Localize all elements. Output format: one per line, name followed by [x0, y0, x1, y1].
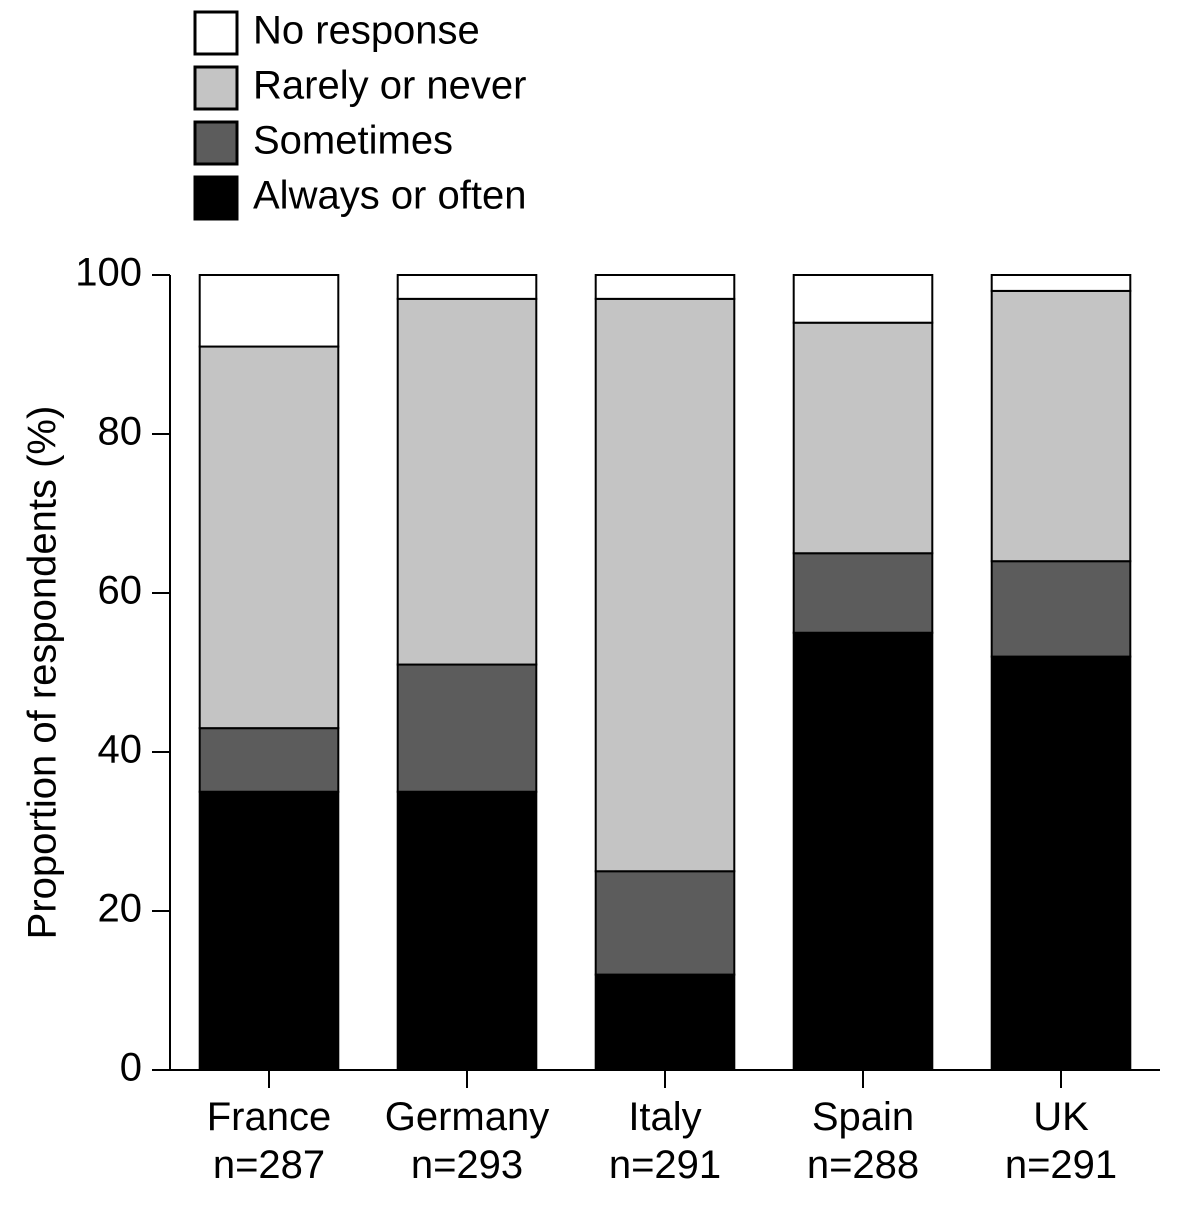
y-tick-label: 60 — [98, 569, 143, 613]
bar-segment-always_or_often — [596, 975, 735, 1070]
category-n-label: n=288 — [807, 1143, 919, 1187]
category-n-label: n=293 — [411, 1143, 523, 1187]
bar-segment-always_or_often — [398, 792, 537, 1070]
bar-segment-no_response — [794, 275, 933, 323]
legend-swatch-sometimes — [195, 122, 237, 164]
legend-label-rarely_or_never: Rarely or never — [253, 64, 526, 108]
y-tick-label: 80 — [98, 410, 143, 454]
y-tick-label: 40 — [98, 728, 143, 772]
bar-segment-sometimes — [398, 665, 537, 792]
category-label: France — [207, 1095, 332, 1139]
category-label: Italy — [628, 1095, 701, 1139]
bar-segment-no_response — [398, 275, 537, 299]
legend-label-no_response: No response — [253, 9, 480, 53]
legend-label-sometimes: Sometimes — [253, 119, 453, 163]
legend-swatch-rarely_or_never — [195, 67, 237, 109]
y-tick-label: 100 — [75, 251, 142, 295]
stacked-bar-chart: 0 20 40 60 80 100 Proportion of respondents (%… — [0, 0, 1200, 1227]
legend-swatch-always_or_often — [195, 177, 237, 219]
bar-segment-sometimes — [200, 728, 339, 792]
bar-segment-no_response — [596, 275, 735, 299]
category-n-label: n=291 — [609, 1143, 721, 1187]
bar-segment-rarely_or_never — [398, 299, 537, 665]
y-tick-label: 0 — [120, 1046, 142, 1090]
y-tick-label: 20 — [98, 887, 143, 931]
bar-segment-rarely_or_never — [200, 347, 339, 729]
category-n-label: n=291 — [1005, 1143, 1117, 1187]
bar-segment-sometimes — [596, 871, 735, 974]
bar-segment-rarely_or_never — [596, 299, 735, 871]
bar-segment-rarely_or_never — [992, 291, 1131, 561]
bar-segment-no_response — [992, 275, 1131, 291]
bar-segment-sometimes — [794, 553, 933, 633]
bar-segment-sometimes — [992, 561, 1131, 656]
bar-segment-no_response — [200, 275, 339, 347]
legend-label-always_or_often: Always or often — [253, 174, 526, 218]
category-label: UK — [1033, 1095, 1089, 1139]
category-n-label: n=287 — [213, 1143, 325, 1187]
legend-swatch-no_response — [195, 12, 237, 54]
bar-segment-always_or_often — [794, 633, 933, 1070]
bar-segment-rarely_or_never — [794, 323, 933, 554]
category-label: Germany — [385, 1095, 550, 1139]
y-axis-label: Proportion of respondents (%) — [21, 406, 65, 940]
category-label: Spain — [812, 1095, 914, 1139]
bar-segment-always_or_often — [992, 657, 1131, 1070]
bar-segment-always_or_often — [200, 792, 339, 1070]
